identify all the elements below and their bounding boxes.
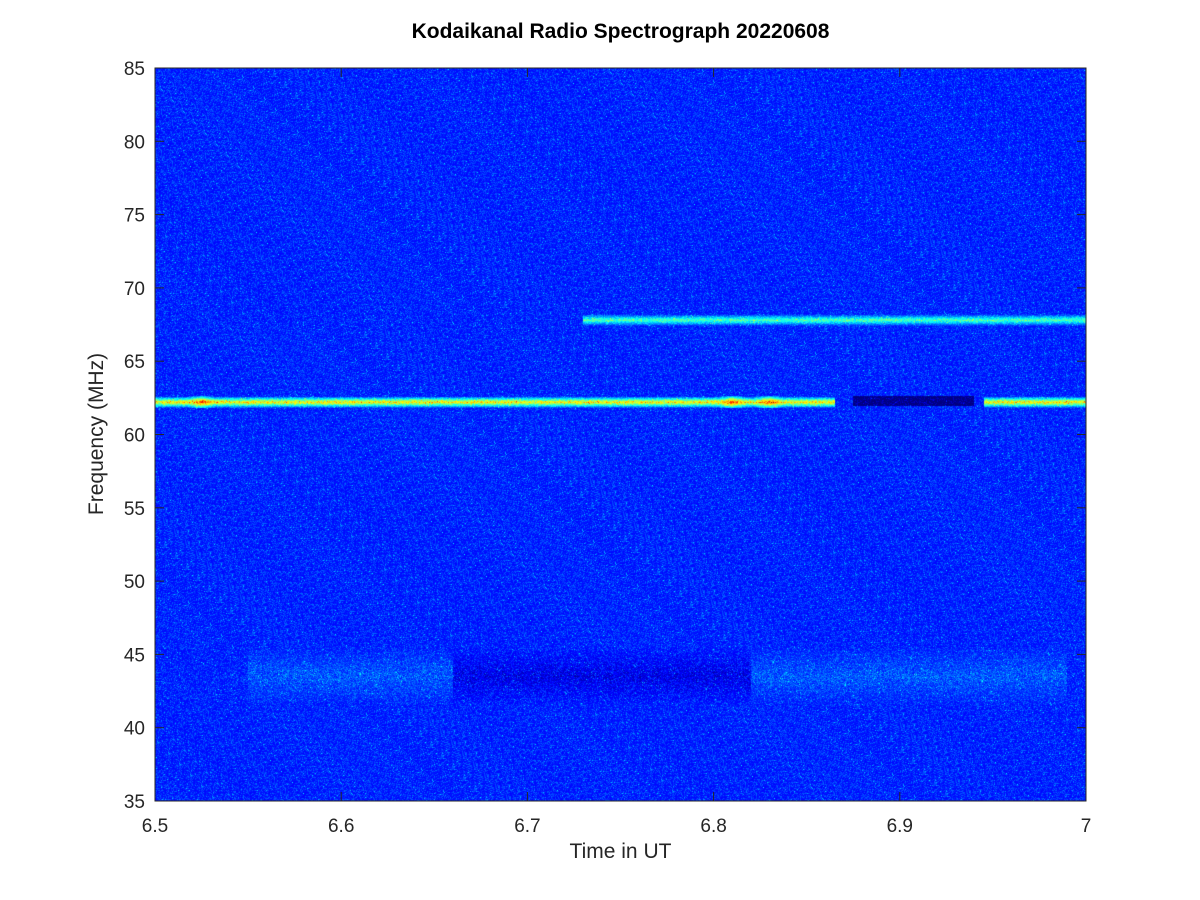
plot-frame <box>154 67 1087 802</box>
y-tick-label: 40 <box>124 719 145 740</box>
x-tick-label: 7 <box>1081 816 1092 837</box>
y-tick-label: 75 <box>124 206 145 227</box>
x-tick-label: 6.9 <box>887 816 913 837</box>
y-tick-label: 55 <box>124 499 145 520</box>
x-tick-label: 6.8 <box>700 816 726 837</box>
y-tick-label: 85 <box>124 59 145 80</box>
y-tick-label: 50 <box>124 572 145 593</box>
chart-title: Kodaikanal Radio Spectrograph 20220608 <box>411 20 830 43</box>
spectrogram-heatmap <box>155 68 1086 801</box>
y-tick-label: 35 <box>124 792 145 813</box>
x-axis-label: Time in UT <box>569 840 672 863</box>
x-tick-label: 6.5 <box>142 816 168 837</box>
y-tick-label: 45 <box>124 645 145 666</box>
y-tick-label: 60 <box>124 426 145 447</box>
y-tick-label: 70 <box>124 279 145 300</box>
y-tick-label: 65 <box>124 352 145 373</box>
y-tick-label: 80 <box>124 132 145 153</box>
x-tick-label: 6.7 <box>514 816 540 837</box>
x-tick-label: 6.6 <box>328 816 354 837</box>
